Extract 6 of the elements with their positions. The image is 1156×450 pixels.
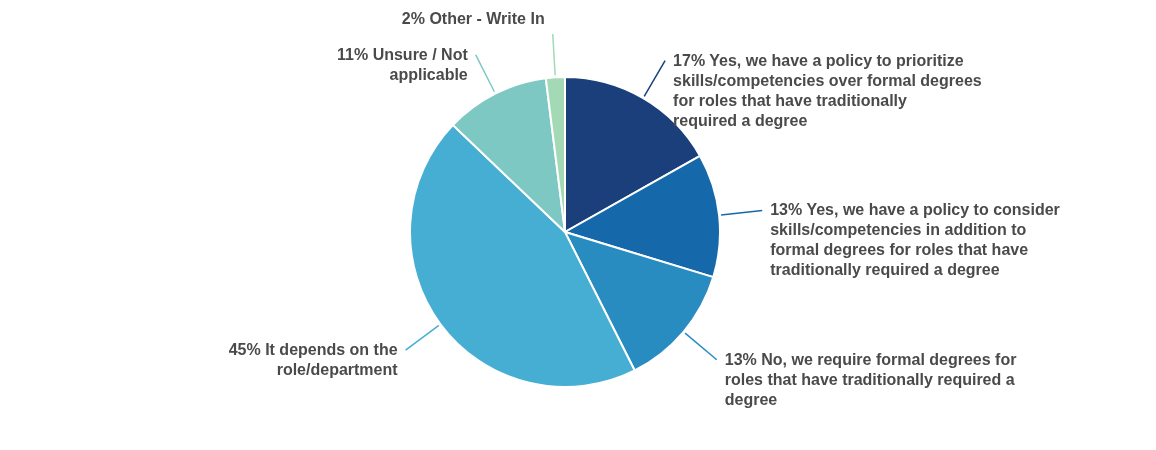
- slice-label: 45% It depends on the role/department: [228, 341, 399, 379]
- slice-label: 13% No, we require formal degrees for roles that have traditionally required a degree: [724, 350, 1017, 408]
- slice-label: 11% Unsure / Not applicable: [337, 45, 469, 83]
- slice-label: 13% Yes, we have a policy to consider skills/competencies in addition to formal degrees for roles that have traditionally required a degree: [770, 201, 1060, 279]
- slice-label: 17% Yes, we have a policy to prioritize skills/competencies over formal degrees for roles that have traditionally required a degree: [673, 51, 982, 129]
- slice-label: 2% Other - Write In: [401, 9, 545, 27]
